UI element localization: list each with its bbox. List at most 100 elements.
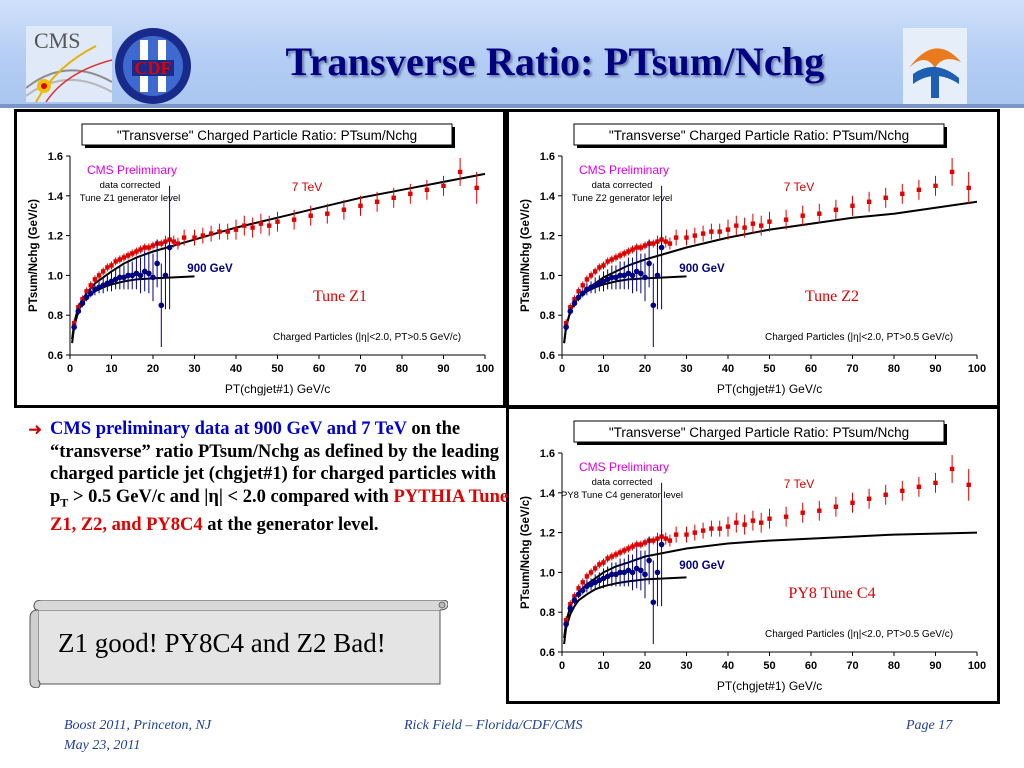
point-7tev: [817, 211, 822, 216]
chart-title: "Transverse" Charged Particle Ratio: PTs…: [609, 128, 909, 143]
point-7tev: [175, 241, 181, 246]
point-7tev: [900, 191, 905, 197]
slide-title: Transverse Ratio: PTsum/Nchg: [285, 39, 825, 84]
label-900gev: 900 GeV: [679, 560, 725, 572]
point-7tev: [208, 231, 214, 236]
point-7tev: [568, 602, 573, 607]
point-7tev: [597, 265, 602, 270]
point-7tev: [630, 544, 635, 549]
y-tick-label: 0.6: [540, 350, 555, 362]
point-7tev: [750, 518, 756, 523]
point-7tev: [605, 259, 610, 264]
generator-label: Tune Z1 generator level: [80, 193, 181, 204]
cdf-logo-text: CDF: [135, 58, 172, 78]
x-tick-label: 10: [597, 363, 609, 375]
point-7tev: [96, 273, 102, 278]
point-900gev: [613, 274, 619, 281]
y-tick-label: 1.4: [48, 191, 64, 203]
point-900gev: [575, 591, 582, 598]
point-7tev: [717, 229, 722, 234]
x-tick-label: 40: [722, 363, 734, 375]
point-900gev: [596, 280, 603, 287]
footer-conference: Boost 2011, Princeton, NJ: [64, 718, 212, 733]
point-900gev: [617, 569, 623, 576]
point-7tev: [709, 526, 714, 531]
data-corrected-label: data corrected: [592, 180, 653, 191]
y-tick-label: 0.8: [540, 607, 555, 619]
point-7tev: [613, 255, 619, 260]
chart-title-shadow-bottom: [577, 442, 947, 445]
point-900gev: [646, 260, 652, 267]
point-7tev: [267, 223, 272, 228]
point-7tev: [966, 482, 971, 488]
point-900gev: [100, 282, 106, 289]
x-tick-label: 90: [929, 363, 941, 375]
point-900gev: [617, 272, 623, 279]
callout-text: Z1 good! PY8C4 and Z2 Bad!: [58, 628, 386, 658]
point-7tev: [150, 243, 156, 248]
point-7tev: [457, 169, 463, 175]
point-900gev: [92, 286, 98, 293]
x-tick-label: 70: [846, 660, 858, 672]
point-7tev: [217, 229, 222, 234]
point-7tev: [576, 289, 581, 294]
point-900gev: [633, 268, 640, 275]
point-7tev: [408, 191, 413, 197]
point-7tev: [642, 243, 648, 248]
chart-title-shadow: [452, 127, 455, 148]
x-tick-label: 60: [805, 363, 817, 375]
point-7tev: [588, 273, 594, 278]
chart-py8c4: "Transverse" Charged Particle Ratio: PTs…: [520, 420, 986, 693]
point-7tev: [92, 277, 98, 282]
x-tick-label: 10: [105, 363, 117, 375]
x-tick-label: 60: [313, 363, 325, 375]
point-7tev: [725, 524, 731, 529]
point-7tev: [192, 235, 197, 240]
point-7tev: [933, 183, 938, 189]
bullet-text-2: > 0.5 GeV/c and |η| < 2.0 compared with: [68, 486, 394, 507]
point-900gev: [166, 244, 173, 251]
y-tick-label: 1.6: [48, 151, 63, 163]
point-7tev: [113, 259, 118, 264]
bullet-sub: T: [60, 495, 69, 510]
point-7tev: [88, 283, 93, 288]
point-7tev: [684, 235, 689, 240]
point-7tev: [609, 257, 614, 262]
point-900gev: [584, 286, 590, 293]
y-tick-label: 1.0: [48, 270, 63, 282]
point-7tev: [134, 249, 139, 254]
point-7tev: [250, 225, 255, 230]
point-900gev: [629, 569, 636, 576]
point-7tev: [850, 203, 855, 208]
point-7tev: [800, 213, 805, 218]
x-axis-label: PT(chgjet#1) GeV/c: [225, 382, 330, 396]
point-7tev: [916, 187, 922, 193]
point-7tev: [84, 289, 89, 294]
point-7tev: [291, 217, 297, 222]
title-bar-rule: [0, 104, 1024, 108]
callout-scroll: [28, 599, 449, 689]
point-900gev: [588, 581, 594, 588]
chart-z2: "Transverse" Charged Particle Ratio: PTs…: [520, 123, 986, 396]
point-900gev: [96, 284, 102, 291]
point-900gev: [83, 294, 90, 301]
point-900gev: [613, 571, 619, 578]
point-7tev: [617, 253, 623, 258]
point-900gev: [638, 270, 644, 277]
point-900gev: [584, 583, 590, 590]
point-900gev: [592, 579, 598, 586]
cms-preliminary-label: CMS Preliminary: [579, 163, 669, 177]
x-tick-label: 80: [888, 363, 900, 375]
point-7tev: [325, 211, 330, 216]
point-7tev: [584, 574, 590, 579]
point-900gev: [150, 274, 156, 281]
point-900gev: [646, 557, 652, 564]
point-900gev: [112, 276, 119, 283]
point-900gev: [121, 274, 127, 281]
x-tick-label: 0: [559, 363, 565, 375]
chart-title-shadow: [944, 424, 947, 445]
point-7tev: [593, 566, 598, 571]
chart-z1: "Transverse" Charged Particle Ratio: PTs…: [28, 123, 494, 396]
point-7tev: [866, 199, 872, 204]
point-7tev: [638, 542, 644, 547]
